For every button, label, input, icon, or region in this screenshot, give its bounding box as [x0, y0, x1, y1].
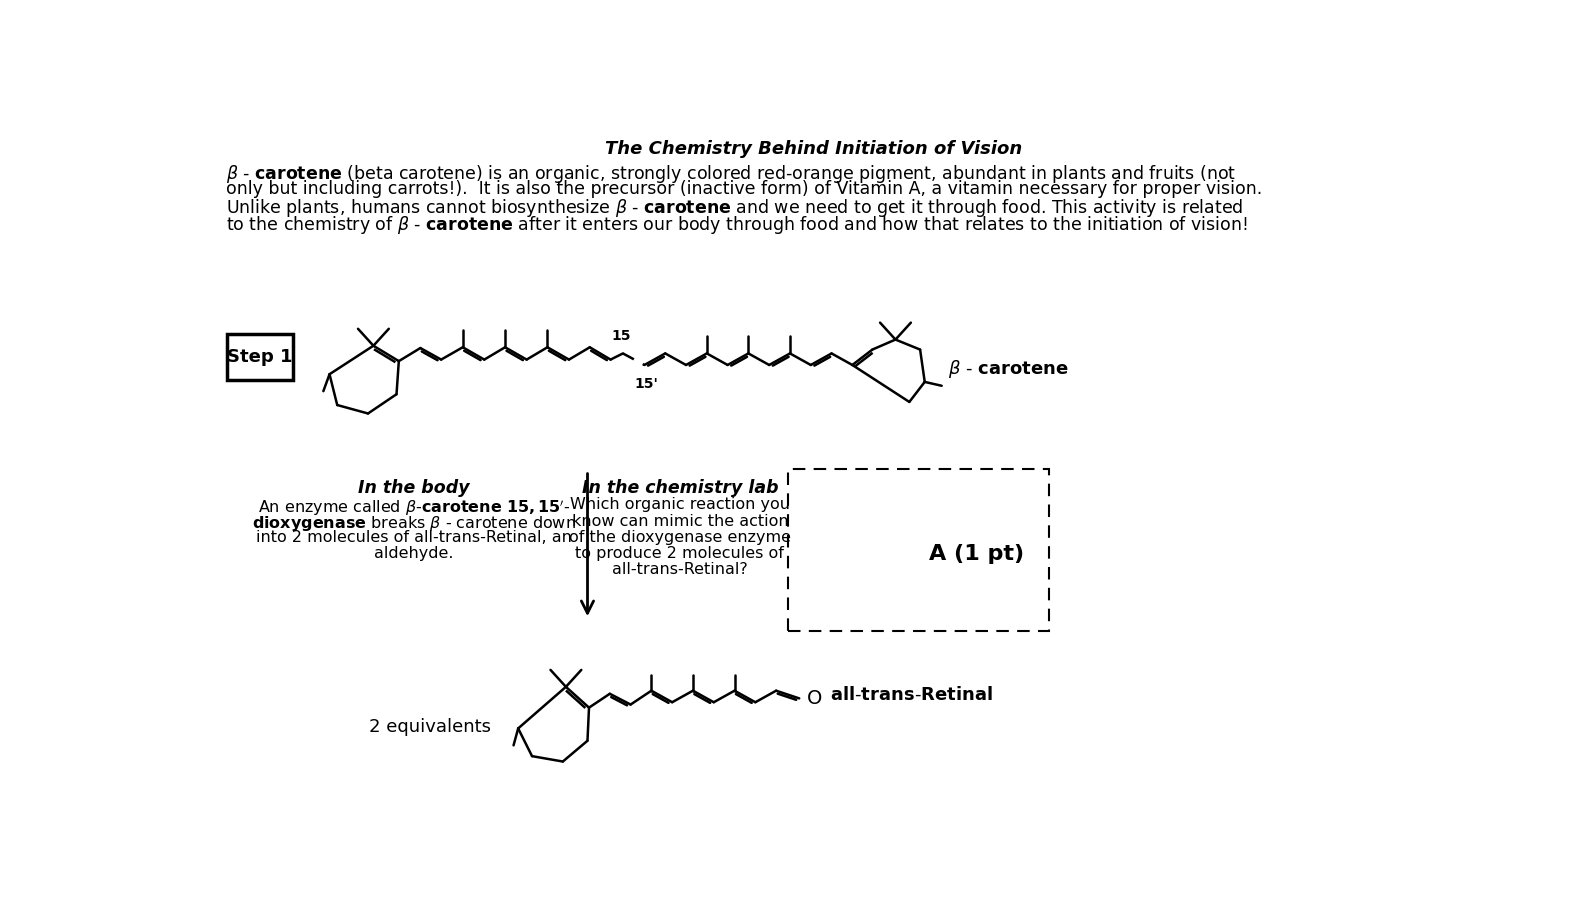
Text: to produce 2 molecules of: to produce 2 molecules of [575, 546, 784, 561]
Text: 15': 15' [634, 377, 657, 391]
Text: $\beta$ - $\mathbf{carotene}$ (beta carotene) is an organic, strongly colored re: $\beta$ - $\mathbf{carotene}$ (beta caro… [225, 164, 1235, 185]
Text: only but including carrots!).  It is also the precursor (inactive form) of Vitam: only but including carrots!). It is also… [225, 180, 1262, 198]
Text: An enzyme called $\beta$-$\mathbf{carotene}$ $\mathbf{15,15'}$-: An enzyme called $\beta$-$\mathbf{carote… [257, 497, 570, 517]
Text: The Chemistry Behind Initiation of Vision: The Chemistry Behind Initiation of Visio… [605, 140, 1023, 158]
Text: know can mimic the action: know can mimic the action [572, 514, 788, 529]
Text: $\mathbf{all}$-$\mathbf{trans}$-$\mathbf{Retinal}$: $\mathbf{all}$-$\mathbf{trans}$-$\mathbf… [831, 686, 992, 703]
Text: 15: 15 [611, 329, 630, 343]
Text: In the body: In the body [359, 479, 470, 497]
Text: 2 equivalents: 2 equivalents [368, 718, 491, 736]
Text: to the chemistry of $\beta$ - $\mathbf{carotene}$ after it enters our body throu: to the chemistry of $\beta$ - $\mathbf{c… [225, 214, 1247, 236]
Text: In the chemistry lab: In the chemistry lab [581, 479, 778, 497]
FancyBboxPatch shape [227, 334, 294, 381]
Text: of the dioxygenase enzyme: of the dioxygenase enzyme [569, 529, 791, 545]
Text: Which organic reaction you: Which organic reaction you [570, 497, 789, 513]
Text: all-trans-Retinal?: all-trans-Retinal? [611, 562, 748, 578]
Text: $\mathbf{dioxygenase}$ breaks $\beta$ - carotene down: $\mathbf{dioxygenase}$ breaks $\beta$ - … [252, 514, 576, 532]
Text: Unlike plants, humans cannot biosynthesize $\beta$ - $\mathbf{carotene}$ and we : Unlike plants, humans cannot biosynthesi… [225, 197, 1243, 219]
Text: into 2 molecules of all-trans-Retinal, an: into 2 molecules of all-trans-Retinal, a… [256, 529, 572, 545]
Text: A (1 pt): A (1 pt) [929, 543, 1024, 564]
Text: O: O [807, 689, 823, 708]
Text: aldehyde.: aldehyde. [375, 546, 454, 561]
Text: $\beta$ - $\mathbf{carotene}$: $\beta$ - $\mathbf{carotene}$ [948, 358, 1069, 380]
FancyBboxPatch shape [788, 469, 1050, 630]
Text: Step 1: Step 1 [227, 348, 292, 366]
